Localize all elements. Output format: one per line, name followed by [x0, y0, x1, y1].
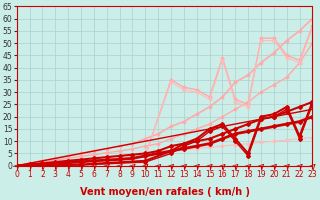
X-axis label: Vent moyen/en rafales ( km/h ): Vent moyen/en rafales ( km/h ) — [80, 187, 250, 197]
